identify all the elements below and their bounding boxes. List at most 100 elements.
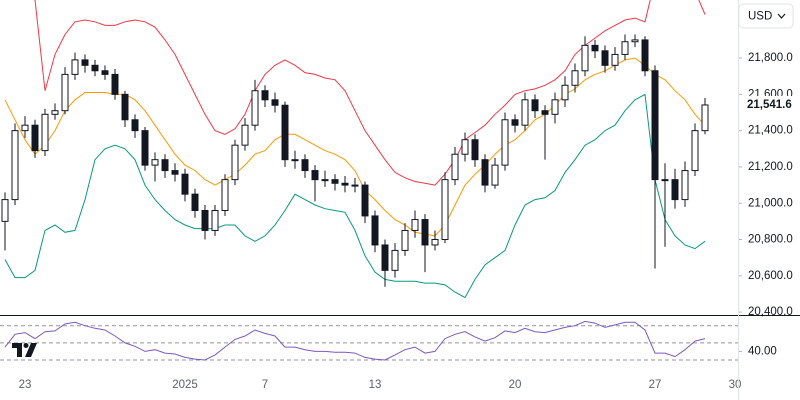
x-tick-label: 13 — [369, 379, 382, 391]
candle-body — [321, 179, 329, 182]
candle-body — [591, 44, 599, 52]
logo — [12, 343, 37, 357]
candle-body — [561, 84, 569, 101]
currency-caret[interactable] — [777, 13, 786, 19]
candle-body — [621, 41, 629, 55]
candle-body — [231, 144, 239, 181]
candle-body — [81, 59, 89, 66]
candle-body — [121, 93, 129, 121]
rsi-line — [4, 320, 706, 361]
candle-body — [201, 209, 209, 231]
candle-body — [341, 182, 349, 186]
last-price-box — [742, 95, 800, 114]
candle-body — [411, 219, 419, 231]
candle-body — [501, 119, 509, 166]
candle-body — [11, 130, 19, 201]
y-tick-label: 21,200.0 — [748, 161, 793, 173]
candle-body — [451, 153, 459, 181]
y-tick-label: 20,800.0 — [748, 234, 793, 246]
candle-body — [191, 193, 199, 211]
y-tick-label: 21,000.0 — [748, 197, 793, 209]
x-tick-label: 30 — [729, 379, 742, 391]
y-tick-label: 20,400.0 — [748, 306, 793, 318]
currency-label[interactable]: USD — [748, 11, 772, 23]
currency-button-box[interactable] — [738, 3, 794, 29]
candle-body — [551, 99, 559, 115]
y-tick-label: 20,600.0 — [748, 270, 793, 282]
candle-body — [531, 99, 539, 112]
candle-body — [361, 184, 369, 217]
rsi-pane — [0, 320, 738, 361]
candle-body — [571, 70, 579, 86]
candle-body — [261, 90, 269, 101]
band-line — [33, 0, 706, 186]
candle-body — [311, 170, 319, 181]
candle-body — [641, 39, 649, 72]
candle-body — [281, 104, 289, 161]
y-tick-label: 40.00 — [748, 345, 777, 357]
logo-part — [25, 343, 37, 357]
candle-body — [291, 159, 299, 162]
candle-body — [21, 124, 29, 132]
logo-part — [12, 343, 22, 357]
candle-body — [431, 239, 439, 246]
candle-body — [61, 73, 69, 112]
candle-body — [541, 110, 549, 115]
candle-body — [601, 50, 609, 66]
candle-body — [581, 44, 589, 72]
candle-body — [131, 119, 139, 132]
candle-body — [111, 73, 119, 95]
band-line — [4, 93, 706, 299]
candle-body — [301, 159, 309, 172]
candle-body — [611, 53, 619, 66]
candle-body — [421, 219, 429, 246]
candle-body — [491, 164, 499, 186]
candle-body — [251, 90, 259, 126]
x-tick-label: 27 — [649, 379, 662, 391]
candle-body — [271, 99, 279, 106]
candle-body — [391, 249, 399, 271]
candle-body — [171, 170, 179, 175]
candle-body — [631, 39, 639, 43]
candle-body — [241, 124, 249, 146]
candle-body — [471, 139, 479, 161]
candle-body — [51, 110, 59, 115]
candle-body — [1, 199, 9, 222]
candle-body — [651, 70, 659, 181]
logo-part — [23, 343, 29, 348]
candle-body — [441, 179, 449, 241]
x-tick-label: 7 — [262, 379, 268, 391]
candle-body — [141, 130, 149, 166]
candle-body — [101, 70, 109, 75]
candle-body — [371, 215, 379, 246]
price-pane — [1, 0, 709, 299]
y-tick-label: 21,400.0 — [748, 125, 793, 137]
candle-body — [701, 104, 709, 132]
candle-body — [671, 179, 679, 201]
x-tick-label: 20 — [509, 379, 522, 391]
candle-body — [351, 184, 359, 187]
candle-body — [181, 173, 189, 195]
candle-body — [151, 159, 159, 166]
candle-body — [381, 244, 389, 271]
x-tick-label: 23 — [19, 379, 32, 391]
candle-body — [521, 99, 529, 126]
candle-body — [91, 64, 99, 72]
last-price-label: 21,541.6 — [747, 99, 792, 111]
candle-body — [661, 179, 669, 182]
x-tick-label: 2025 — [172, 379, 198, 391]
candle-body — [461, 139, 469, 155]
candle-body — [691, 130, 699, 172]
candle-body — [401, 229, 409, 251]
candle-body — [211, 209, 219, 231]
candle-body — [221, 179, 229, 211]
candle-body — [71, 59, 79, 75]
candle-body — [31, 124, 39, 152]
candle-body — [331, 179, 339, 184]
candle-body — [511, 119, 519, 126]
candle-body — [41, 113, 49, 152]
candle-body — [681, 170, 689, 201]
currency-button[interactable]: USD — [738, 3, 794, 29]
candle-body — [161, 159, 169, 172]
candle-body — [481, 159, 489, 186]
